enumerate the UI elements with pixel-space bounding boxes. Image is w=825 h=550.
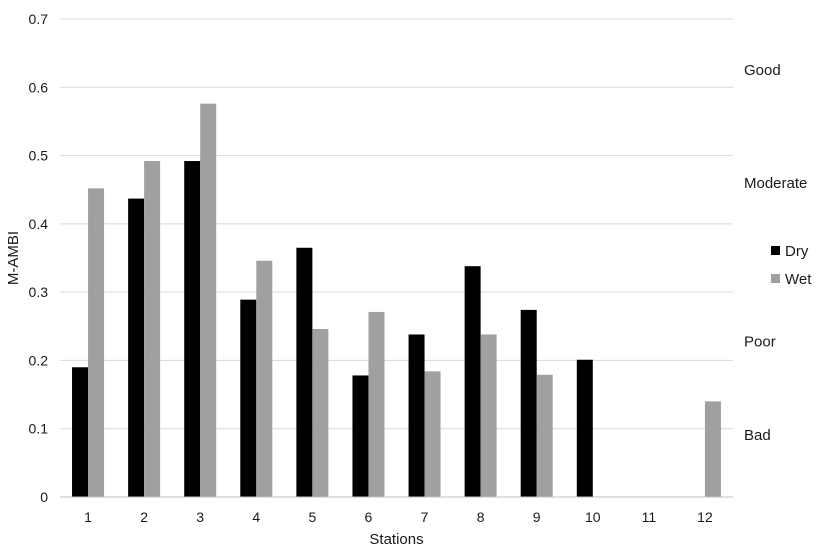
- bar-dry-station-3: [184, 161, 201, 497]
- bar-dry-station-4: [240, 299, 257, 497]
- y-axis-title: M-AMBI: [5, 231, 22, 285]
- x-axis-title: Stations: [369, 531, 423, 548]
- x-tick-label: 10: [585, 509, 601, 525]
- bar-dry-station-10: [576, 359, 593, 497]
- bar-dry-station-1: [72, 367, 89, 497]
- bar-wet-station-8: [480, 334, 497, 497]
- bar-wet-station-6: [368, 311, 385, 497]
- bar-wet-station-1: [88, 188, 105, 497]
- x-tick-label: 6: [365, 509, 373, 525]
- gridlines: [60, 18, 733, 430]
- bar-dry-station-2: [128, 198, 145, 497]
- y-tick-label: 0.3: [29, 284, 49, 300]
- y-tick-label: 0.2: [29, 352, 49, 368]
- x-tick-label: 4: [252, 509, 260, 525]
- bar-dry-station-5: [296, 247, 313, 497]
- x-tick-label: 1: [84, 509, 92, 525]
- zone-label-bad: Bad: [744, 427, 771, 444]
- zone-label-moderate: Moderate: [744, 175, 807, 192]
- bar-wet-station-2: [144, 161, 161, 497]
- y-axis-ticks: 0 0.1 0.2 0.3 0.4 0.5 0.6 0.7: [29, 11, 49, 505]
- legend-swatch-dry: [771, 246, 780, 255]
- bar-dry-station-7: [408, 334, 425, 497]
- legend-label-wet: Wet: [785, 271, 812, 288]
- bar-wet-station-12: [704, 401, 721, 497]
- y-tick-label: 0: [40, 489, 48, 505]
- x-tick-label: 7: [421, 509, 429, 525]
- x-tick-label: 11: [642, 509, 657, 525]
- x-tick-label: 3: [196, 509, 204, 525]
- x-tick-label: 8: [477, 509, 485, 525]
- bar-wet-station-7: [424, 371, 441, 497]
- bar-dry-station-8: [464, 266, 481, 497]
- legend: Dry Wet: [771, 243, 812, 288]
- legend-swatch-wet: [771, 274, 780, 283]
- bar-wet-station-3: [200, 103, 217, 497]
- y-tick-label: 0.6: [29, 79, 49, 95]
- x-tick-label: 12: [697, 509, 713, 525]
- bar-dry-station-6: [352, 375, 369, 497]
- quality-zone-labels: Good Moderate Poor Bad: [744, 62, 807, 444]
- y-tick-label: 0.4: [29, 216, 49, 232]
- bar-wet-station-9: [536, 374, 553, 497]
- bar-dry-station-9: [520, 309, 537, 497]
- bar-wet-station-5: [312, 329, 329, 497]
- bar-wet-station-4: [256, 260, 273, 497]
- y-tick-label: 0.1: [29, 421, 49, 437]
- x-axis-ticks: 1 2 3 4 5 6 7 8 9 10 11 12: [84, 509, 713, 525]
- y-tick-label: 0.5: [29, 148, 49, 164]
- bars: [72, 103, 721, 497]
- zone-label-poor: Poor: [744, 333, 776, 350]
- y-tick-label: 0.7: [29, 11, 49, 27]
- zone-label-good: Good: [744, 62, 781, 79]
- legend-label-dry: Dry: [785, 243, 809, 260]
- x-tick-label: 2: [140, 509, 148, 525]
- x-tick-label: 5: [308, 509, 316, 525]
- x-tick-label: 9: [533, 509, 541, 525]
